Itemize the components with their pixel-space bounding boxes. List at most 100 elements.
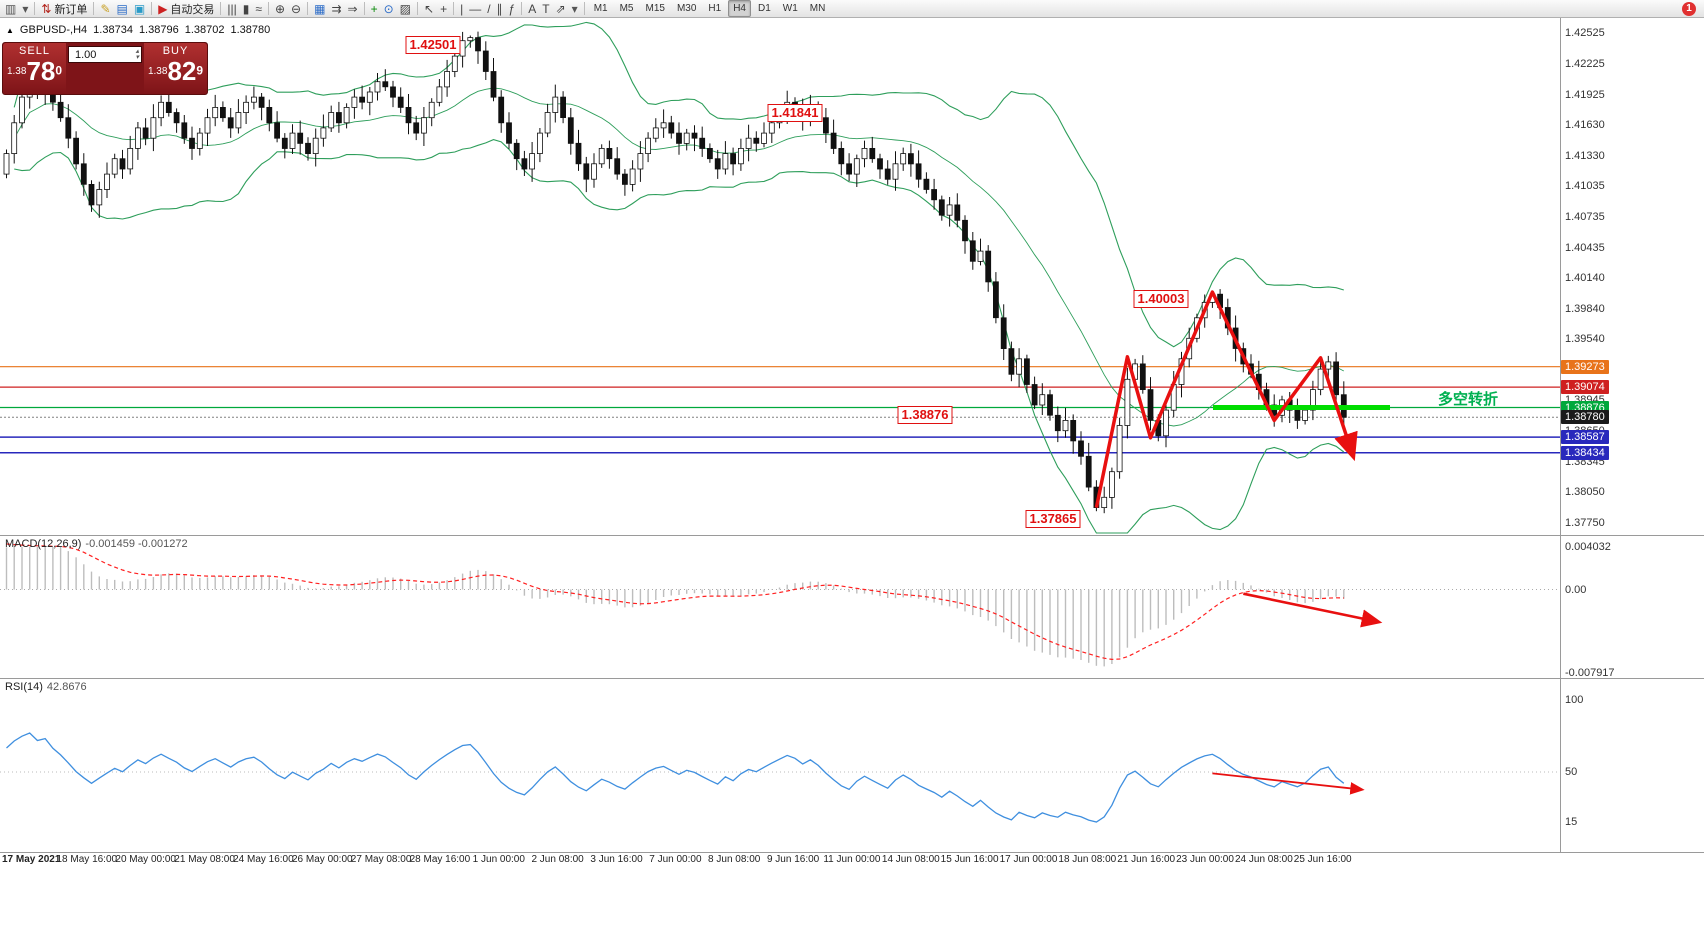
rsi-trend-arrow[interactable] xyxy=(1212,772,1365,795)
fibonacci-button[interactable]: ƒ xyxy=(506,1,519,17)
crosshair-button[interactable]: + xyxy=(437,1,450,17)
market-watch-button[interactable]: ▤ xyxy=(114,1,131,17)
toolbar-separator xyxy=(307,2,309,15)
price-annotation[interactable]: 1.41841 xyxy=(767,104,823,122)
arrows-caret-icon: ▾ xyxy=(571,1,578,16)
date-tick: 26 May 00:00 xyxy=(291,854,353,865)
data-window-button[interactable]: ▣ xyxy=(131,1,148,17)
templates-icon: ▨ xyxy=(399,1,411,16)
horizontal-line-icon: — xyxy=(469,1,482,16)
timeframe-d1[interactable]: D1 xyxy=(758,3,771,14)
date-tick: 21 May 08:00 xyxy=(174,854,235,865)
timeframe-m15[interactable]: M15 xyxy=(645,3,665,14)
macd-panel[interactable] xyxy=(0,536,1560,678)
channel-icon: ∥ xyxy=(496,1,503,16)
rsi-label: RSI(14) 42.8676 xyxy=(5,681,87,693)
volume-spinner[interactable]: ▴ ▾ xyxy=(135,47,139,61)
date-tick: 24 Jun 08:00 xyxy=(1234,854,1293,865)
text-tool-button[interactable]: A xyxy=(525,1,539,17)
chart-list-caret-button[interactable]: ▾ xyxy=(19,1,31,17)
vertical-line-button[interactable]: | xyxy=(457,1,466,17)
timeframe-m1[interactable]: M1 xyxy=(593,3,608,14)
rsi-line xyxy=(6,732,1345,823)
zoom-in-button[interactable]: ⊕ xyxy=(272,1,288,17)
horizontal-line-button[interactable]: — xyxy=(466,1,484,17)
trendline-icon: / xyxy=(487,1,491,16)
volume-value: 1.00 xyxy=(75,48,97,61)
indicators-add-button[interactable]: + xyxy=(368,1,381,17)
macd-scale-tick: 0.004032 xyxy=(1565,541,1611,553)
toolbar-separator xyxy=(220,2,222,15)
channel-button[interactable]: ∥ xyxy=(494,1,506,17)
price-annotation[interactable]: 1.38876 xyxy=(897,406,953,424)
volume-column: 1.00 ▴ ▾ xyxy=(66,43,144,94)
price-tick: 1.40435 xyxy=(1565,241,1605,254)
autotrading-button[interactable]: ▶ 自动交易 xyxy=(155,1,217,17)
autotrading-icon: ▶ xyxy=(158,1,168,16)
line-chart-button[interactable]: ≈ xyxy=(252,1,265,17)
rsi-panel[interactable] xyxy=(0,679,1560,852)
chart-window-icon: ▲ xyxy=(6,25,14,35)
toolbar-separator xyxy=(363,2,365,15)
toolbar-separator xyxy=(521,2,523,15)
metaeditor-button[interactable]: ✎ xyxy=(97,1,113,17)
panel-separator[interactable] xyxy=(0,678,1704,679)
tile-windows-button[interactable]: ▦ xyxy=(311,1,328,17)
timeframe-w1[interactable]: W1 xyxy=(782,3,798,14)
arrows-caret-button[interactable]: ▾ xyxy=(569,1,581,17)
price-tick: 1.40140 xyxy=(1565,271,1605,284)
price-annotation[interactable]: 1.37865 xyxy=(1025,510,1081,528)
cursor-icon: ↖ xyxy=(424,1,435,16)
arrows-tool-button[interactable]: ⇗ xyxy=(553,1,569,17)
new-order-button[interactable]: ⇅ 新订单 xyxy=(38,1,90,17)
volume-down-icon[interactable]: ▾ xyxy=(135,53,139,61)
autotrading-label: 自动交易 xyxy=(170,3,215,16)
chart-shift-button[interactable]: ⇒ xyxy=(345,1,361,17)
date-tick: 3 Jun 16:00 xyxy=(590,854,643,865)
zoom-out-button[interactable]: ⊖ xyxy=(288,1,304,17)
label-tool-button[interactable]: T xyxy=(539,1,552,17)
price-annotation[interactable]: 1.40003 xyxy=(1133,290,1189,308)
templates-button[interactable]: ▨ xyxy=(397,1,414,17)
sell-button[interactable]: SELL 1.38780 xyxy=(3,43,66,94)
notification-badge[interactable]: 1 xyxy=(1682,1,1696,16)
date-tick: 11 Jun 00:00 xyxy=(823,854,881,865)
trendline-button[interactable]: / xyxy=(484,1,493,17)
bollinger-bands xyxy=(13,21,1345,534)
candlestick-chart-button[interactable]: ▮ xyxy=(240,1,253,17)
price-tick: 1.41330 xyxy=(1565,149,1605,162)
toolbar-separator xyxy=(453,2,455,15)
high-value: 1.38796 xyxy=(138,24,179,36)
toolbar-separator xyxy=(267,2,269,15)
main-chart[interactable] xyxy=(0,18,1560,535)
toolbar-separator xyxy=(583,2,585,15)
rsi-scale-tick: 50 xyxy=(1565,766,1578,778)
new-chart-button[interactable]: ▥ xyxy=(2,1,19,17)
cursor-button[interactable]: ↖ xyxy=(421,1,437,17)
timeframe-h4[interactable]: H4 xyxy=(728,0,751,17)
buy-button[interactable]: BUY 1.38829 xyxy=(144,43,207,94)
macd-trend-arrow[interactable] xyxy=(1243,592,1383,628)
line-chart-icon: ≈ xyxy=(255,1,262,16)
timeframe-h1[interactable]: H1 xyxy=(708,3,722,14)
panel-separator[interactable] xyxy=(0,535,1704,536)
price-annotation[interactable]: 1.42501 xyxy=(405,36,461,54)
new-chart-icon: ▥ xyxy=(5,1,17,16)
auto-scroll-button[interactable]: ⇉ xyxy=(328,1,344,17)
bar-chart-button[interactable]: ||| xyxy=(224,1,239,17)
trend-zigzag-arrow[interactable] xyxy=(1094,290,1358,508)
timeframe-mn[interactable]: MN xyxy=(809,3,826,14)
price-tick: 1.42525 xyxy=(1565,27,1605,39)
periods-button[interactable]: ⊙ xyxy=(381,1,397,17)
rsi-scale-tick: 15 xyxy=(1565,816,1578,829)
timeframe-m5[interactable]: M5 xyxy=(619,3,634,14)
volume-stepper[interactable]: 1.00 ▴ ▾ xyxy=(68,46,142,63)
panel-separator[interactable] xyxy=(0,852,1704,853)
tile-windows-icon: ▦ xyxy=(314,1,326,16)
price-level-badge: 1.38587 xyxy=(1561,430,1609,445)
data-window-icon: ▣ xyxy=(133,1,146,16)
timeframe-m30[interactable]: M30 xyxy=(676,3,697,14)
date-tick: 7 Jun 00:00 xyxy=(649,854,702,865)
volume-up-icon[interactable]: ▴ xyxy=(135,47,139,55)
